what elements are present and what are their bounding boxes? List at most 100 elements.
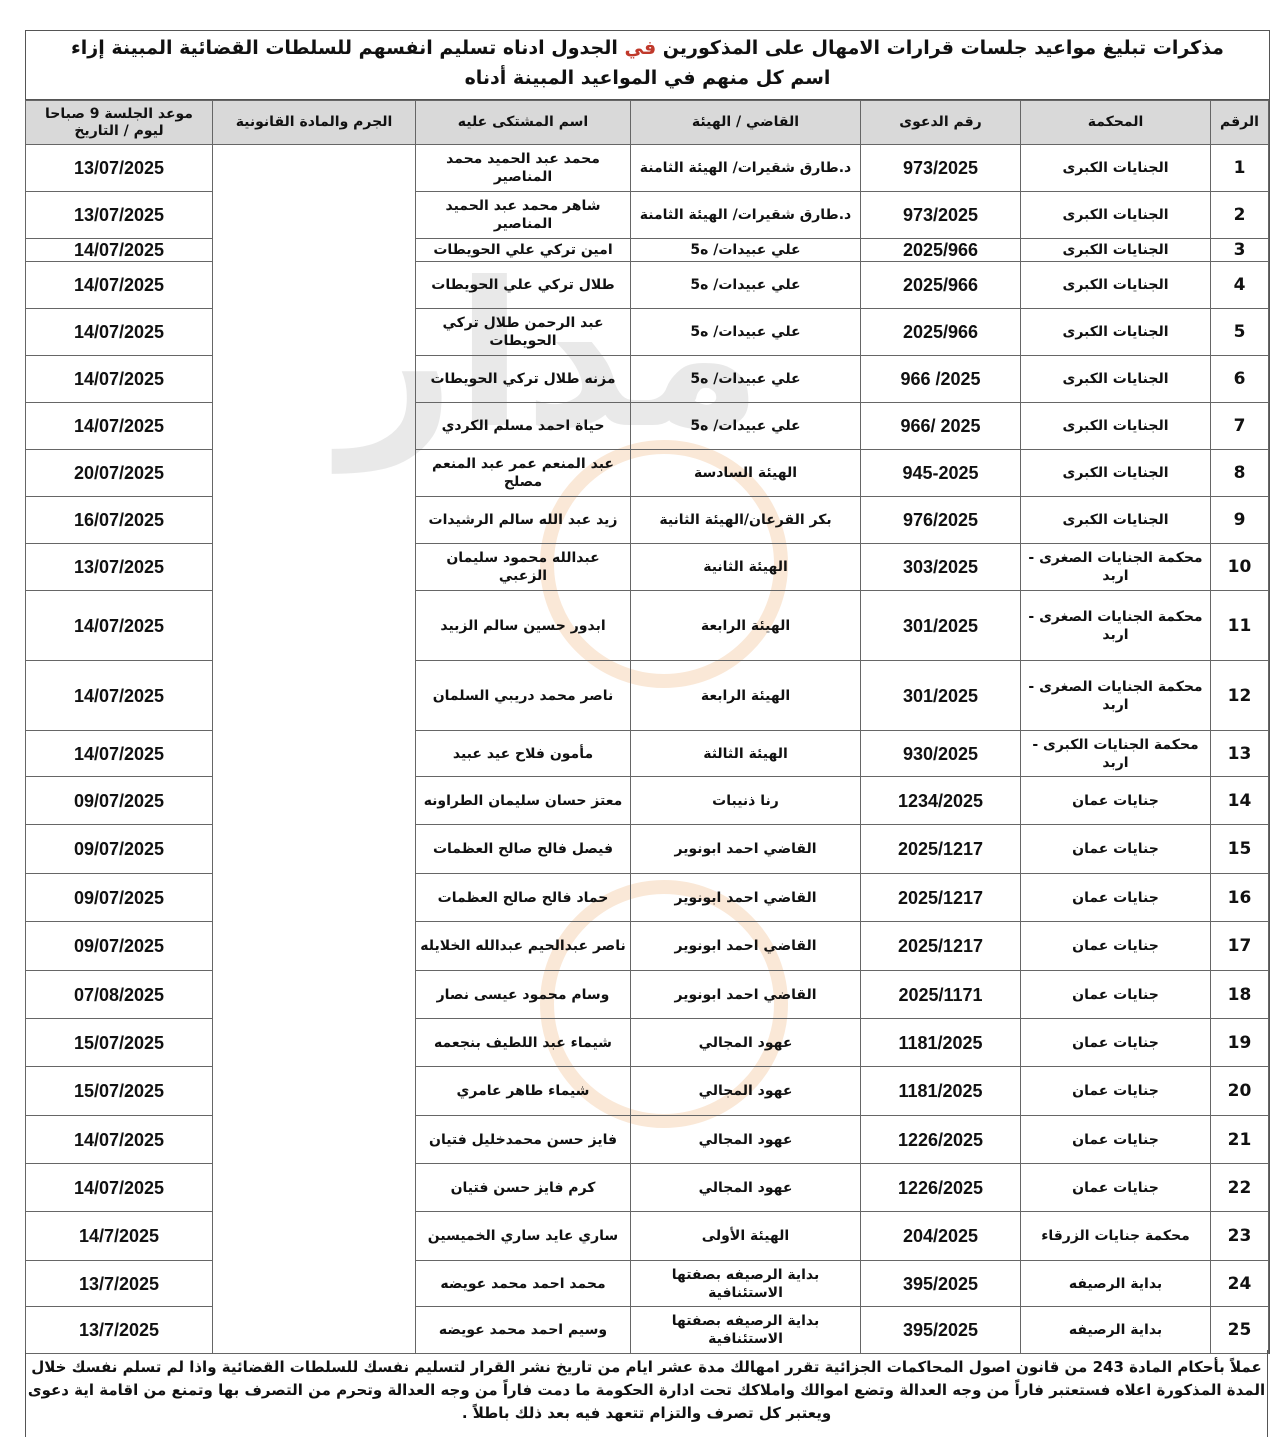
case-number-cell: 204/2025 (860, 1211, 1021, 1261)
date-cell: 14/07/2025 (25, 590, 213, 661)
table-row: 19 جنايات عمان 1181/2025 عهود المجالي شيماء … (25, 1018, 1269, 1067)
date-cell: 07/08/2025 (25, 970, 213, 1019)
case-number-cell: 2025/966 (860, 308, 1021, 356)
table-row: 9 الجنايات الكبرى 976/2025 بكر القرعان/الهي… (25, 496, 1269, 544)
row-number: 22 (1210, 1163, 1269, 1212)
row-number: 9 (1210, 496, 1269, 544)
charge-cell (212, 144, 416, 1354)
judge-cell: رنا ذنيبات (630, 776, 861, 825)
date-cell: 09/07/2025 (25, 776, 213, 825)
table-row: 24 بداية الرصيفه 395/2025 بداية الرصيفه بصف… (25, 1260, 1269, 1307)
judge-cell: عهود المجالي (630, 1115, 861, 1164)
court-cell: الجنايات الكبرى (1020, 496, 1211, 544)
table-row: 23 محكمة جنايات الزرقاء 204/2025 الهيئة الأ… (25, 1211, 1269, 1261)
defendant-cell: معتز حسان سليمان الطراونه (415, 776, 631, 825)
row-number: 15 (1210, 824, 1269, 874)
table-row: 22 جنايات عمان 1226/2025 عهود المجالي كرم فا… (25, 1163, 1269, 1212)
case-number-cell: 395/2025 (860, 1260, 1021, 1307)
judge-cell: علي عبيدات/ ه5 (630, 355, 861, 403)
table-row: 5 الجنايات الكبرى 2025/966 علي عبيدات/ ه5 عب… (25, 308, 1269, 356)
title-text: مذكرات تبليغ مواعيد جلسات قرارات الامهال… (662, 37, 1224, 59)
court-cell: الجنايات الكبرى (1020, 449, 1211, 497)
case-number-cell: 2025/966 (860, 238, 1021, 262)
date-cell: 09/07/2025 (25, 873, 213, 922)
defendant-cell: مزنه طلال تركي الحويطات (415, 355, 631, 403)
legal-notice: عملاً بأحكام المادة 243 من قانون اصول ال… (25, 1350, 1268, 1437)
case-number-cell: 945-2025 (860, 449, 1021, 497)
defendant-cell: مأمون فلاح عيد عبيد (415, 730, 631, 777)
row-number: 1 (1210, 144, 1269, 192)
table-row: 11 محكمة الجنايات الصغرى - اربد 301/2025 ال… (25, 590, 1269, 661)
date-cell: 15/07/2025 (25, 1018, 213, 1067)
defendant-cell: شيماء طاهر عامري (415, 1066, 631, 1116)
row-number: 3 (1210, 238, 1269, 262)
row-number: 21 (1210, 1115, 1269, 1164)
row-number: 7 (1210, 402, 1269, 450)
defendant-cell: وسام محمود عيسى نصار (415, 970, 631, 1019)
defendant-cell: شاهر محمد عبد الحميد المناصير (415, 191, 631, 239)
date-cell: 09/07/2025 (25, 921, 213, 971)
case-number-cell: 2025 /966 (860, 402, 1021, 450)
date-cell: 14/07/2025 (25, 1163, 213, 1212)
judge-cell: الهيئة الرابعة (630, 590, 861, 661)
court-cell: محكمة الجنايات الصغرى - اربد (1020, 660, 1211, 731)
table-row: 4 الجنايات الكبرى 2025/966 علي عبيدات/ ه5 طل… (25, 261, 1269, 309)
row-number: 6 (1210, 355, 1269, 403)
date-cell: 14/07/2025 (25, 238, 213, 262)
document: مذكرات تبليغ مواعيد جلسات قرارات الامهال… (25, 30, 1270, 1354)
case-number-cell: 930/2025 (860, 730, 1021, 777)
case-number-cell: 301/2025 (860, 660, 1021, 731)
row-number: 13 (1210, 730, 1269, 777)
case-number-cell: 973/2025 (860, 144, 1021, 192)
table-row: 21 جنايات عمان 1226/2025 عهود المجالي فايز ح… (25, 1115, 1269, 1164)
date-cell: 14/07/2025 (25, 402, 213, 450)
court-cell: محكمة الجنايات الكبرى - اربد (1020, 730, 1211, 777)
court-cell: الجنايات الكبرى (1020, 191, 1211, 239)
court-cell: محكمة الجنايات الصغرى - اربد (1020, 543, 1211, 591)
date-cell: 14/07/2025 (25, 730, 213, 777)
date-cell: 16/07/2025 (25, 496, 213, 544)
judge-cell: الهيئة الثالثة (630, 730, 861, 777)
header-judge: القاضي / الهيئة (630, 100, 861, 145)
judge-cell: القاضي احمد ابونوير (630, 970, 861, 1019)
header-court: المحكمة (1020, 100, 1211, 145)
defendant-cell: عبد الرحمن طلال تركي الحويطات (415, 308, 631, 356)
defendant-cell: طلال تركي علي الحويطات (415, 261, 631, 309)
defendant-cell: ناصر عبدالحيم عبدالله الخلايله (415, 921, 631, 971)
date-cell: 14/07/2025 (25, 1115, 213, 1164)
defendant-cell: ابدور حسين سالم الزبيد (415, 590, 631, 661)
case-number-cell: 976/2025 (860, 496, 1021, 544)
date-cell: 13/07/2025 (25, 543, 213, 591)
judge-cell: بداية الرصيفه بصفتها الاستئنافية (630, 1260, 861, 1307)
judge-cell: الهيئة السادسة (630, 449, 861, 497)
table-row: 1 الجنايات الكبرى 973/2025 د.طارق شقيرات/ ا… (25, 144, 1269, 1354)
court-cell: جنايات عمان (1020, 1115, 1211, 1164)
court-cell: جنايات عمان (1020, 921, 1211, 971)
date-cell: 09/07/2025 (25, 824, 213, 874)
case-number-cell: 1234/2025 (860, 776, 1021, 825)
table-row: 2 الجنايات الكبرى 973/2025 د.طارق شقيرات/ ا… (25, 191, 1269, 239)
court-cell: جنايات عمان (1020, 873, 1211, 922)
court-cell: الجنايات الكبرى (1020, 402, 1211, 450)
defendant-cell: فيصل فالح صالح العظمات (415, 824, 631, 874)
table-row: 13 محكمة الجنايات الكبرى - اربد 930/2025 ال… (25, 730, 1269, 777)
table-row: 8 الجنايات الكبرى 945-2025 الهيئة السادسة عب… (25, 449, 1269, 497)
court-cell: جنايات عمان (1020, 824, 1211, 874)
date-cell: 14/07/2025 (25, 660, 213, 731)
row-number: 11 (1210, 590, 1269, 661)
court-cell: الجنايات الكبرى (1020, 355, 1211, 403)
table-row: 14 جنايات عمان 1234/2025 رنا ذنيبات معتز حسا… (25, 776, 1269, 825)
judge-cell: بداية الرصيفه بصفتها الاستئنافية (630, 1306, 861, 1354)
row-number: 14 (1210, 776, 1269, 825)
header-defendant: اسم المشتكى عليه (415, 100, 631, 145)
page-title: مذكرات تبليغ مواعيد جلسات قرارات الامهال… (26, 31, 1269, 100)
judge-cell: بكر القرعان/الهيئة الثانية (630, 496, 861, 544)
case-number-cell: 2025/ 966 (860, 355, 1021, 403)
date-cell: 15/07/2025 (25, 1066, 213, 1116)
case-number-cell: 395/2025 (860, 1306, 1021, 1354)
table-row: 6 الجنايات الكبرى 2025/ 966 علي عبيدات/ ه5 م… (25, 355, 1269, 403)
judge-cell: د.طارق شقيرات/ الهيئة الثامنة (630, 191, 861, 239)
judge-cell: علي عبيدات/ ه5 (630, 308, 861, 356)
judge-cell: الهيئة الرابعة (630, 660, 861, 731)
date-cell: 20/07/2025 (25, 449, 213, 497)
